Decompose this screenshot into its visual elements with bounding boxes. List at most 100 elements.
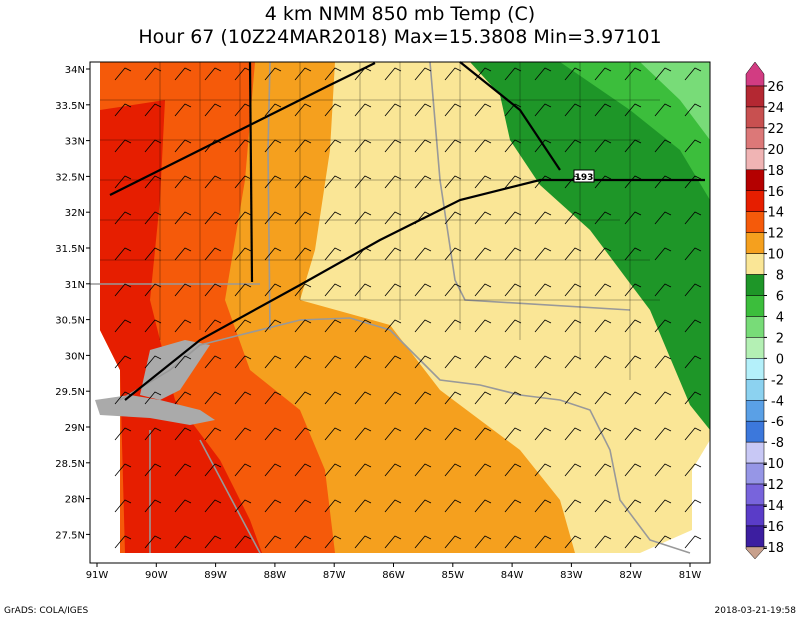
colorbar-label: 8 xyxy=(776,269,784,284)
wind-barb xyxy=(384,211,402,225)
offshore-line xyxy=(199,439,261,554)
wind-barb xyxy=(444,247,462,261)
wind-barb xyxy=(684,319,702,333)
colorbar-segment xyxy=(745,483,765,506)
wind-barb xyxy=(114,283,132,297)
wind-barb xyxy=(114,391,132,405)
wind-barb xyxy=(444,427,462,441)
wind-barb xyxy=(684,139,702,153)
field-4-6 xyxy=(560,62,710,200)
wind-barb xyxy=(444,535,462,549)
wind-barb xyxy=(654,319,672,333)
wind-barb xyxy=(384,247,402,261)
colorbar-label: 4 xyxy=(776,310,784,325)
colorbar-segment xyxy=(745,148,765,171)
lon-label: 85W xyxy=(441,570,464,581)
wind-barb xyxy=(174,391,192,405)
lon-label: 88W xyxy=(264,570,287,581)
wind-barb xyxy=(414,211,432,225)
lat-label: 29N xyxy=(65,423,85,434)
colorbar-segment xyxy=(745,358,765,380)
wind-barb xyxy=(384,175,402,189)
interstate xyxy=(109,62,376,196)
wind-barb xyxy=(504,463,522,477)
lat-labels: 34N 33.5N 33N 32.5N 32N 31.5N 31N 30.5N 30N 29.5N… xyxy=(55,65,90,541)
wind-barb xyxy=(264,67,282,81)
wind-barb xyxy=(414,391,432,405)
wind-barb xyxy=(294,427,312,441)
water xyxy=(95,340,215,425)
map: 193 91W 90W 89W 88W 87W 86W 85W 84W 83W 82W 81W 34… xyxy=(55,61,711,581)
wind-barb xyxy=(564,319,582,333)
colorbar-segment xyxy=(745,420,765,443)
wind-barb xyxy=(114,67,132,81)
wind-barb xyxy=(654,427,672,441)
wind-barb xyxy=(204,319,222,333)
wind-barb xyxy=(684,175,702,189)
lon-label: 84W xyxy=(501,570,524,581)
wind-barb xyxy=(384,499,402,513)
wind-barb xyxy=(474,427,492,441)
wind-barb xyxy=(324,247,342,261)
wind-barb xyxy=(444,391,462,405)
wind-barb xyxy=(534,67,552,81)
title: 4 km NMM 850 mb Temp (C) xyxy=(265,3,535,25)
wind-barb xyxy=(444,103,462,117)
wind-barb xyxy=(144,499,162,513)
wind-barb xyxy=(624,535,642,549)
wind-barb xyxy=(354,499,372,513)
colorbar-label: -2 xyxy=(771,373,784,388)
wind-barb xyxy=(294,355,312,369)
wind-barb xyxy=(654,283,672,297)
wind-barb xyxy=(624,139,642,153)
road-shield xyxy=(573,169,595,183)
wind-barb xyxy=(354,139,372,153)
wind-barb xyxy=(474,319,492,333)
colorbar-label: 18 xyxy=(767,164,784,179)
colorbar-segment xyxy=(745,190,765,212)
wind-barbs xyxy=(114,67,702,549)
wind-barb xyxy=(294,211,312,225)
wind-barb xyxy=(414,499,432,513)
wind-barb xyxy=(114,319,132,333)
wind-barb xyxy=(474,103,492,117)
wind-barb xyxy=(234,283,252,297)
wind-barb xyxy=(564,391,582,405)
wind-barb xyxy=(324,535,342,549)
wind-barb xyxy=(594,535,612,549)
wind-barb xyxy=(384,535,402,549)
colorbar-label: 6 xyxy=(776,290,784,305)
colorbar-label: -14 xyxy=(763,499,784,514)
wind-barb xyxy=(564,211,582,225)
wind-barb xyxy=(234,427,252,441)
lon-label: 89W xyxy=(204,570,227,581)
lon-label: 83W xyxy=(560,570,583,581)
lat-label: 30N xyxy=(65,351,85,362)
wind-barb xyxy=(354,355,372,369)
wind-barb xyxy=(144,355,162,369)
wind-barb xyxy=(654,139,672,153)
wind-barb xyxy=(444,319,462,333)
wind-barb xyxy=(444,175,462,189)
wind-barb xyxy=(384,319,402,333)
wind-barb xyxy=(114,535,132,549)
wind-barb xyxy=(234,139,252,153)
wind-barb xyxy=(384,283,402,297)
wind-barb xyxy=(144,391,162,405)
footer-left: GrADS: COLA/IGES xyxy=(4,606,88,616)
wind-barb xyxy=(414,175,432,189)
wind-barb xyxy=(174,283,192,297)
wind-barb xyxy=(294,103,312,117)
wind-barb xyxy=(114,463,132,477)
wind-barb xyxy=(504,67,522,81)
wind-barb xyxy=(174,67,192,81)
county-grid xyxy=(100,62,660,380)
wind-barb xyxy=(474,391,492,405)
wind-barb xyxy=(144,427,162,441)
wind-barb xyxy=(444,499,462,513)
wind-barb xyxy=(234,535,252,549)
colorbar-segment xyxy=(745,61,765,87)
interstate xyxy=(459,61,561,171)
wind-barb xyxy=(444,211,462,225)
